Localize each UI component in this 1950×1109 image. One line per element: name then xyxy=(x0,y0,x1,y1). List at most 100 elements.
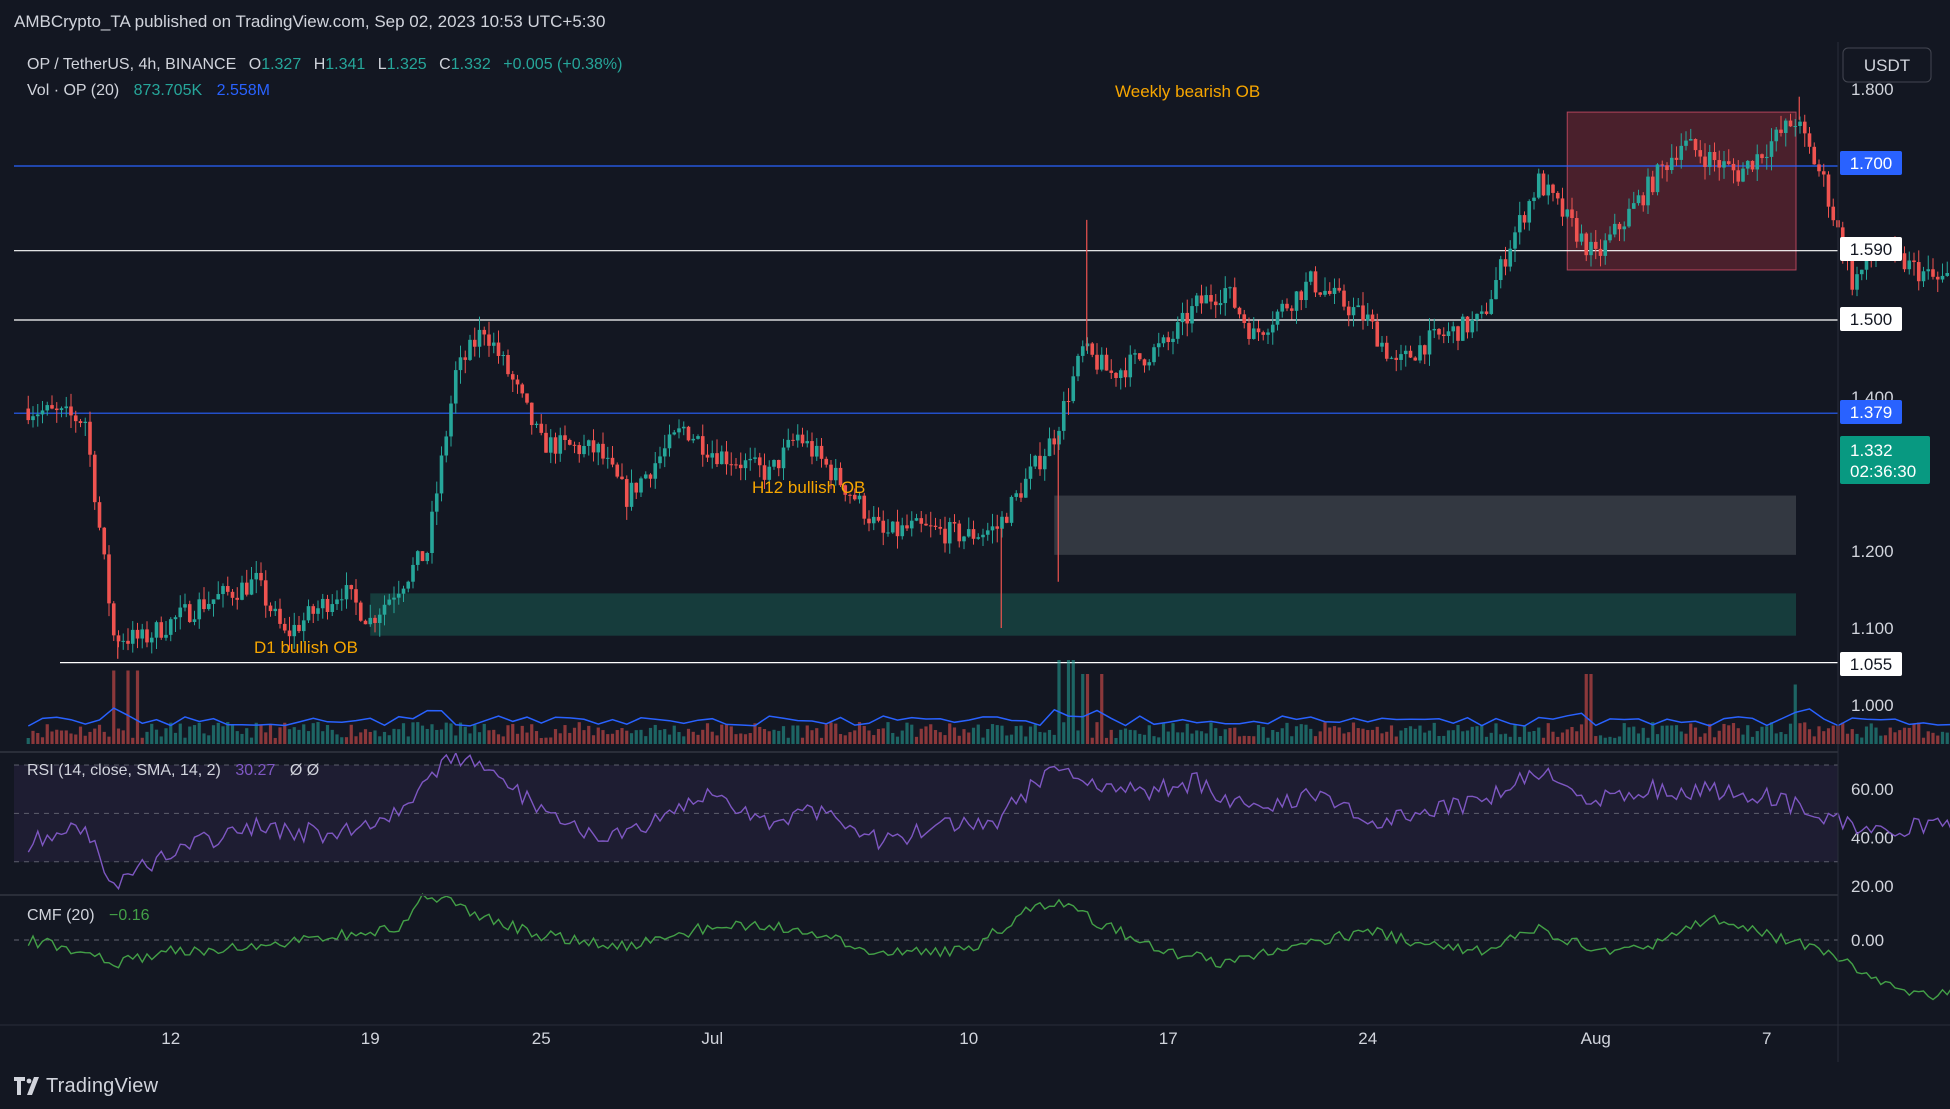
candle-body xyxy=(316,608,320,614)
candle-body xyxy=(477,329,482,347)
candle-body xyxy=(463,357,468,360)
volume-bar xyxy=(1693,727,1698,744)
volume-bar xyxy=(1850,729,1854,744)
candle-body xyxy=(311,606,316,614)
volume-bar xyxy=(259,724,263,744)
volume-bar xyxy=(1252,736,1256,744)
candle-body xyxy=(1403,350,1408,355)
candle-body xyxy=(1342,290,1346,307)
volume-bar xyxy=(686,728,691,744)
volume-bar xyxy=(1024,736,1028,744)
cmf-value: −0.16 xyxy=(109,907,150,924)
volume-bar xyxy=(900,730,904,744)
candle-body xyxy=(1047,438,1052,457)
volume-bar xyxy=(1432,722,1436,744)
candle-body xyxy=(444,436,449,456)
candle-body xyxy=(1137,353,1142,360)
x-tick-label: Jul xyxy=(701,1029,723,1048)
candle-body xyxy=(677,428,681,433)
candle-body xyxy=(1446,331,1451,337)
currency-button[interactable]: USDT xyxy=(1842,47,1932,83)
candle-body xyxy=(743,460,748,469)
volume-bar xyxy=(1736,728,1740,744)
volume-bar xyxy=(1598,735,1603,744)
candle-body xyxy=(653,463,658,479)
tradingview-logo-icon xyxy=(14,1077,39,1095)
candle-body xyxy=(335,599,339,605)
candle-body xyxy=(1228,287,1232,289)
candle-body xyxy=(1783,120,1788,133)
candlesticks[interactable] xyxy=(26,96,1950,659)
volume-bar xyxy=(634,730,638,744)
volume-bar xyxy=(786,737,790,744)
candle-body xyxy=(116,635,121,642)
candle-body xyxy=(1608,234,1612,241)
candle-body xyxy=(130,629,135,644)
volume-bar xyxy=(1679,731,1683,744)
candle-body xyxy=(1180,312,1185,323)
candle-body xyxy=(1774,129,1779,142)
candle-body xyxy=(344,585,349,600)
candle-body xyxy=(1736,170,1741,182)
volume-bar xyxy=(69,733,73,744)
volume-bar xyxy=(1541,737,1546,744)
level-label-1055: 1.055 xyxy=(1840,652,1902,676)
volume-bar xyxy=(1660,725,1664,744)
candle-body xyxy=(292,624,297,637)
candle-body xyxy=(1090,343,1095,355)
candle-body xyxy=(1598,248,1603,256)
candle-body xyxy=(620,476,624,480)
volume-bar xyxy=(1503,733,1508,744)
volume-bar xyxy=(876,728,881,744)
volume-bar xyxy=(971,727,976,744)
candle-body xyxy=(254,572,259,580)
volume-bar xyxy=(50,731,54,744)
candle-body xyxy=(1470,319,1475,333)
candle-body xyxy=(824,458,829,465)
candle-body xyxy=(548,437,553,453)
candle-body xyxy=(762,465,767,480)
candle-body xyxy=(1940,275,1945,280)
volume-value: 873.705K xyxy=(134,82,203,99)
candle-body xyxy=(1741,168,1745,182)
volume-bar xyxy=(1142,734,1147,744)
candle-body xyxy=(396,593,401,598)
candle-body xyxy=(610,457,615,465)
volume-bar xyxy=(1803,722,1807,744)
volume-bar xyxy=(1864,726,1869,744)
volume-bar xyxy=(1005,735,1009,744)
candle-body xyxy=(1123,370,1128,378)
volume-bar xyxy=(154,729,159,744)
volume-bar xyxy=(1584,674,1588,744)
volume-bar xyxy=(672,725,676,744)
volume-bar xyxy=(164,728,168,744)
volume-bar xyxy=(1161,723,1166,744)
candle-body xyxy=(1038,455,1042,470)
candle-body xyxy=(1370,314,1375,322)
volume-bar xyxy=(435,729,439,744)
volume-bar xyxy=(553,729,558,744)
candle-body xyxy=(1441,334,1446,337)
volume-bar xyxy=(444,722,448,744)
volume-bar xyxy=(1907,727,1911,744)
volume-bar xyxy=(948,723,952,744)
candle-body xyxy=(1755,154,1760,170)
x-tick-label: 12 xyxy=(161,1029,180,1048)
candle-body xyxy=(1479,311,1484,314)
volume-bar xyxy=(1047,729,1052,744)
volume-bar xyxy=(306,731,311,744)
symbol-label: OP / TetherUS, 4h, BINANCE xyxy=(27,56,236,73)
volume-bar xyxy=(1494,723,1498,744)
volume-bar xyxy=(967,732,971,744)
candle-body xyxy=(496,342,501,356)
candle-body xyxy=(748,458,753,461)
candle-body xyxy=(615,464,620,477)
candle-body xyxy=(434,493,439,512)
volume-bar xyxy=(1423,732,1427,744)
candle-body xyxy=(534,423,539,426)
candle-body xyxy=(1684,140,1688,146)
volume-bar xyxy=(962,729,966,744)
volume-bar xyxy=(1499,734,1503,744)
candle-body xyxy=(962,536,966,542)
